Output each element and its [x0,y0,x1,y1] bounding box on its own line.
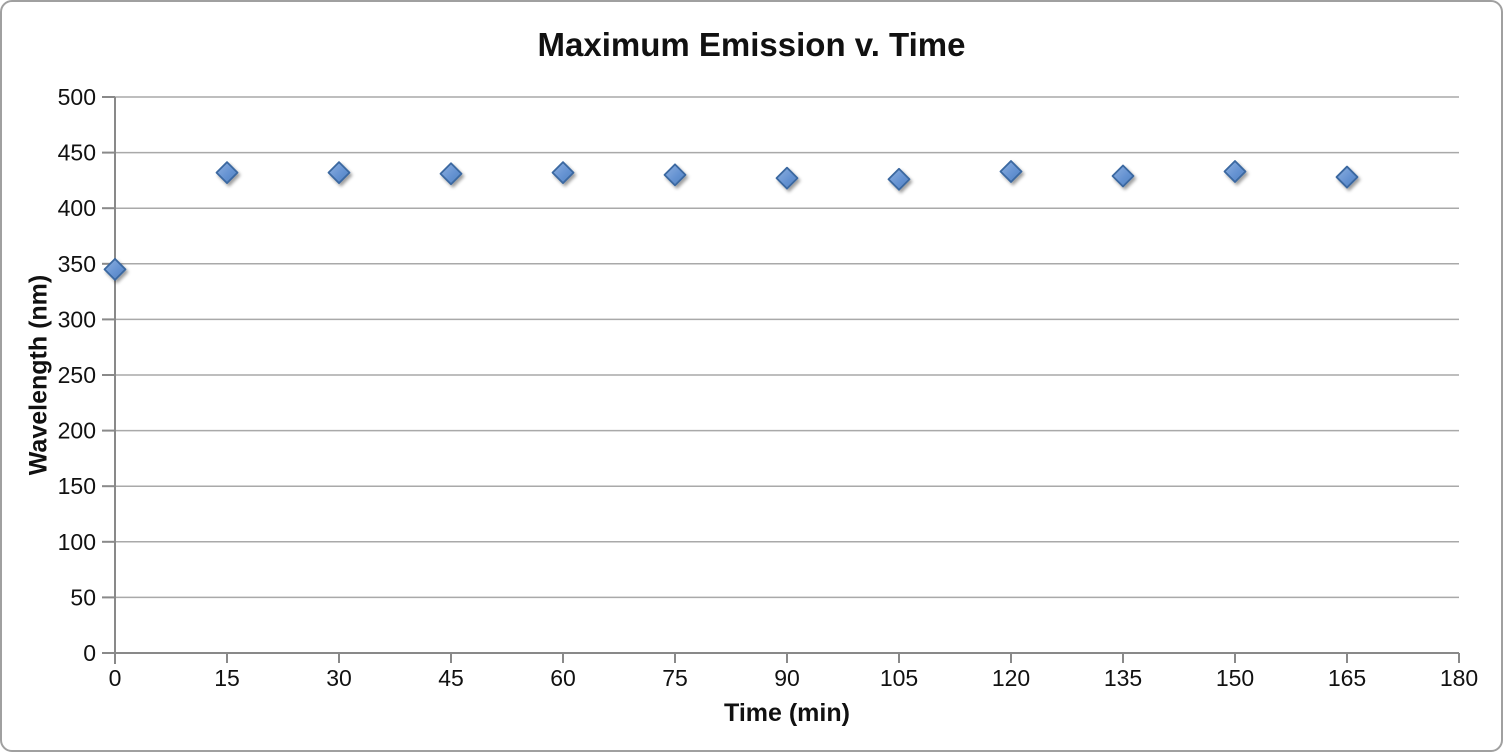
chart-title: Maximum Emission v. Time [537,26,966,63]
y-tick-label-0: 0 [83,640,96,666]
data-point-marker [103,257,127,281]
x-tick-label-165: 165 [1328,665,1366,691]
data-point-marker [551,161,575,185]
y-tick-label-250: 250 [58,362,96,388]
y-tick-label-350: 350 [58,251,96,277]
data-point-marker [1335,165,1359,189]
x-tick-label-105: 105 [880,665,918,691]
x-tick-label-45: 45 [438,665,464,691]
data-point-marker [775,166,799,190]
x-tick-label-135: 135 [1104,665,1142,691]
y-tick-label-300: 300 [58,306,96,332]
data-point-marker [999,160,1023,183]
x-tick-label-90: 90 [774,665,800,691]
y-tick-label-150: 150 [58,473,96,499]
x-tick-label-15: 15 [214,665,240,691]
y-tick-label-100: 100 [58,529,96,555]
data-series-markers [103,160,1359,281]
x-tick-label-120: 120 [992,665,1030,691]
x-tick-label-30: 30 [326,665,352,691]
x-tick-label-0: 0 [109,665,122,691]
y-tick-label-400: 400 [58,195,96,221]
y-tick-label-50: 50 [70,584,96,610]
x-tick-label-180: 180 [1440,665,1478,691]
data-point-marker [887,167,911,191]
axis-ticks [102,96,1460,663]
data-point-marker [215,161,239,185]
gridlines [115,96,1459,599]
x-axis-title: Time (min) [724,699,850,727]
x-tick-label-150: 150 [1216,665,1254,691]
data-point-marker [1111,164,1135,188]
data-point-marker [439,162,463,186]
data-point-marker [1223,160,1247,183]
data-point-marker [663,163,687,187]
y-tick-label-500: 500 [58,84,96,110]
axis-tick-labels: 0 50 100 150 200 250 300 350 400 450 500 0 15 30 45 60 7… [58,84,1479,691]
x-tick-label-75: 75 [662,665,688,691]
y-tick-label-200: 200 [58,418,96,444]
x-tick-label-60: 60 [550,665,576,691]
y-tick-label-450: 450 [58,140,96,166]
data-point-marker [327,161,351,185]
